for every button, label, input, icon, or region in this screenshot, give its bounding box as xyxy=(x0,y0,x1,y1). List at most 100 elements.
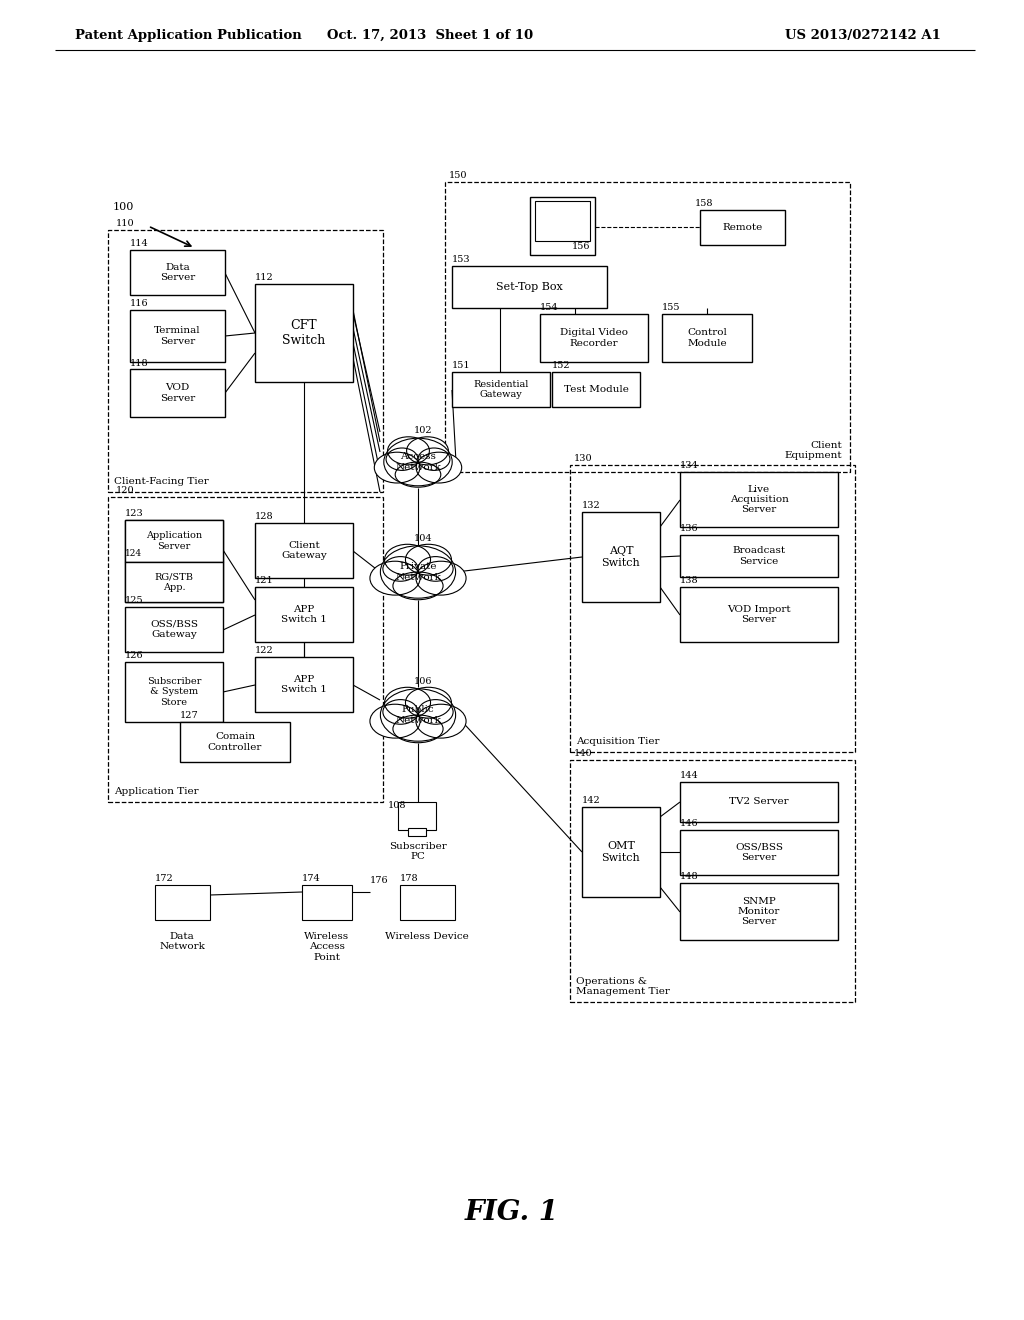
Bar xyxy=(130,249,225,294)
Text: Client
Gateway: Client Gateway xyxy=(282,541,327,560)
Text: APP
Switch 1: APP Switch 1 xyxy=(281,605,327,624)
Bar xyxy=(700,210,785,246)
Bar xyxy=(452,372,550,407)
Ellipse shape xyxy=(395,462,440,487)
Text: Subscriber
PC: Subscriber PC xyxy=(389,842,446,862)
Text: Data
Server: Data Server xyxy=(160,263,196,282)
Text: Acquisition Tier: Acquisition Tier xyxy=(575,737,659,746)
Text: OMT
Switch: OMT Switch xyxy=(602,841,640,863)
Bar xyxy=(570,760,855,1002)
Text: 123: 123 xyxy=(125,510,143,517)
Text: SNMP
Monitor
Server: SNMP Monitor Server xyxy=(738,896,780,927)
Text: 122: 122 xyxy=(255,645,273,655)
Bar xyxy=(255,523,353,578)
Bar xyxy=(125,607,223,652)
Text: Operations &
Management Tier: Operations & Management Tier xyxy=(575,977,670,997)
Text: Broadcast
Service: Broadcast Service xyxy=(732,546,785,566)
Text: Application Tier: Application Tier xyxy=(114,787,199,796)
Text: 155: 155 xyxy=(662,304,681,312)
Text: Comain
Controller: Comain Controller xyxy=(208,733,262,751)
Bar xyxy=(680,587,838,642)
Text: 150: 150 xyxy=(449,172,468,180)
Text: 152: 152 xyxy=(552,360,570,370)
Ellipse shape xyxy=(370,704,420,738)
Bar xyxy=(155,884,210,920)
Bar xyxy=(680,781,838,822)
Text: Test Module: Test Module xyxy=(563,385,629,393)
Bar xyxy=(540,314,648,362)
Bar xyxy=(680,830,838,875)
Text: 154: 154 xyxy=(540,304,559,312)
Bar xyxy=(130,310,225,362)
Text: Public
Network: Public Network xyxy=(395,705,441,725)
Text: Access
Network: Access Network xyxy=(395,453,441,471)
Text: Residential
Gateway: Residential Gateway xyxy=(473,380,528,399)
Text: Data
Network: Data Network xyxy=(159,932,205,952)
Bar xyxy=(108,498,383,803)
Bar xyxy=(255,284,353,381)
Text: 102: 102 xyxy=(414,426,432,436)
Text: 128: 128 xyxy=(255,512,273,521)
Bar xyxy=(570,465,855,752)
Text: 126: 126 xyxy=(125,651,143,660)
Ellipse shape xyxy=(383,557,418,581)
Ellipse shape xyxy=(406,688,452,718)
Bar xyxy=(680,883,838,940)
Text: 178: 178 xyxy=(400,874,419,883)
Text: 134: 134 xyxy=(680,461,698,470)
Text: 106: 106 xyxy=(414,677,432,686)
Ellipse shape xyxy=(393,715,443,743)
Bar xyxy=(408,828,426,836)
Text: Remote: Remote xyxy=(722,223,763,232)
Text: 125: 125 xyxy=(125,597,143,605)
Text: Wireless
Access
Point: Wireless Access Point xyxy=(304,932,349,962)
Bar xyxy=(180,722,290,762)
Text: VOD Import
Server: VOD Import Server xyxy=(727,605,791,624)
Text: APP
Switch 1: APP Switch 1 xyxy=(281,675,327,694)
Text: Oct. 17, 2013  Sheet 1 of 10: Oct. 17, 2013 Sheet 1 of 10 xyxy=(327,29,534,41)
Text: Digital Video
Recorder: Digital Video Recorder xyxy=(560,329,628,347)
Ellipse shape xyxy=(386,447,418,470)
Ellipse shape xyxy=(385,544,430,576)
Text: VOD
Server: VOD Server xyxy=(160,383,196,403)
Ellipse shape xyxy=(380,546,456,598)
Text: 110: 110 xyxy=(116,219,134,228)
Text: Terminal
Server: Terminal Server xyxy=(155,326,201,346)
Text: Client-Facing Tier: Client-Facing Tier xyxy=(114,477,209,486)
Ellipse shape xyxy=(406,544,452,576)
Bar xyxy=(452,267,607,308)
Ellipse shape xyxy=(418,700,453,725)
Ellipse shape xyxy=(385,688,430,718)
Bar xyxy=(125,562,223,602)
Text: US 2013/0272142 A1: US 2013/0272142 A1 xyxy=(785,29,941,41)
Text: 130: 130 xyxy=(574,454,593,463)
Text: CFT
Switch: CFT Switch xyxy=(283,319,326,347)
Text: 118: 118 xyxy=(130,359,148,368)
Bar xyxy=(582,807,660,898)
Text: 108: 108 xyxy=(388,801,407,810)
Bar xyxy=(398,803,436,830)
Ellipse shape xyxy=(416,561,466,595)
Text: 176: 176 xyxy=(370,876,389,884)
Text: 120: 120 xyxy=(116,486,134,495)
Text: 114: 114 xyxy=(130,239,148,248)
Text: Live
Acquisition
Server: Live Acquisition Server xyxy=(729,484,788,515)
Text: 142: 142 xyxy=(582,796,601,805)
Text: 158: 158 xyxy=(695,199,714,209)
Text: Set-Top Box: Set-Top Box xyxy=(496,282,563,292)
Ellipse shape xyxy=(418,447,450,470)
Bar xyxy=(445,182,850,473)
Text: Wireless Device: Wireless Device xyxy=(385,932,469,941)
Ellipse shape xyxy=(388,437,429,465)
Bar xyxy=(125,663,223,722)
Ellipse shape xyxy=(416,704,466,738)
Bar xyxy=(302,884,352,920)
Text: 174: 174 xyxy=(302,874,321,883)
Text: 124: 124 xyxy=(125,549,142,558)
Ellipse shape xyxy=(370,561,420,595)
Text: 116: 116 xyxy=(130,300,148,308)
Bar xyxy=(680,535,838,577)
Bar xyxy=(125,520,223,602)
Bar xyxy=(255,657,353,711)
Text: 127: 127 xyxy=(180,711,199,719)
